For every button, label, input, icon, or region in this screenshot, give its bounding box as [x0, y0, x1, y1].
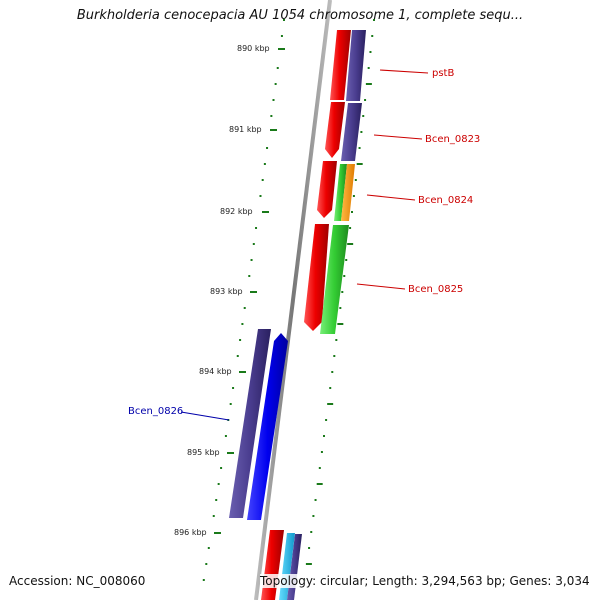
- gene-label-pstB[interactable]: pstB: [432, 68, 454, 79]
- scale-label-892: 892 kbp: [220, 207, 253, 216]
- scale-labels: 890 kbp 891 kbp 892 kbp 893 kbp 894 kbp …: [174, 44, 270, 537]
- gene-bcen-0824-green[interactable]: [334, 164, 347, 221]
- scale-label-896: 896 kbp: [174, 528, 207, 537]
- cds-feature[interactable]: [325, 102, 345, 158]
- gene-track-forward: [320, 30, 366, 334]
- scale-label-894: 894 kbp: [199, 367, 232, 376]
- gene-bcen-0824-orange[interactable]: [341, 164, 355, 221]
- scale-ticks: [202, 19, 375, 581]
- accession-text: Accession: NC_008060: [9, 574, 146, 588]
- gene-bcen-0826[interactable]: [247, 333, 288, 520]
- gene-label-bcen-0825[interactable]: Bcen_0825: [408, 284, 463, 295]
- gene-label-bcen-0826[interactable]: Bcen_0826: [128, 406, 183, 417]
- cds-feature[interactable]: [304, 224, 329, 331]
- scale-label-891: 891 kbp: [229, 125, 262, 134]
- callout-bcen-0825: [356, 283, 406, 290]
- gene-pstB[interactable]: [346, 30, 366, 101]
- gene-bcen-0826-purple[interactable]: [229, 329, 271, 518]
- cds-feature[interactable]: [330, 30, 351, 100]
- gene-track-reverse: [229, 329, 288, 520]
- gene-bcen-0823[interactable]: [341, 103, 362, 161]
- scale-label-890: 890 kbp: [237, 44, 270, 53]
- callout-bcen-0826: [180, 411, 230, 421]
- callout-pstB: [379, 69, 429, 74]
- cds-track-forward: [304, 30, 351, 331]
- gene-label-bcen-0823[interactable]: Bcen_0823: [425, 134, 480, 145]
- topology-text: Topology: circular; Length: 3,294,563 bp…: [260, 574, 590, 588]
- gene-label-bcen-0824[interactable]: Bcen_0824: [418, 195, 473, 206]
- map-title: Burkholderia cenocepacia AU 1054 chromos…: [76, 8, 524, 23]
- callout-lines: [180, 69, 429, 421]
- partial-features-bottom: [261, 530, 302, 600]
- callout-bcen-0823: [373, 134, 423, 140]
- cds-feature[interactable]: [317, 161, 337, 218]
- scale-label-895: 895 kbp: [187, 448, 220, 457]
- gene-bcen-0825[interactable]: [320, 225, 349, 334]
- chromosome-backbone: [254, 0, 332, 601]
- callout-bcen-0824: [366, 194, 416, 201]
- gene-labels: pstB Bcen_0823 Bcen_0824 Bcen_0825 Bcen_…: [128, 68, 480, 417]
- scale-label-893: 893 kbp: [210, 287, 243, 296]
